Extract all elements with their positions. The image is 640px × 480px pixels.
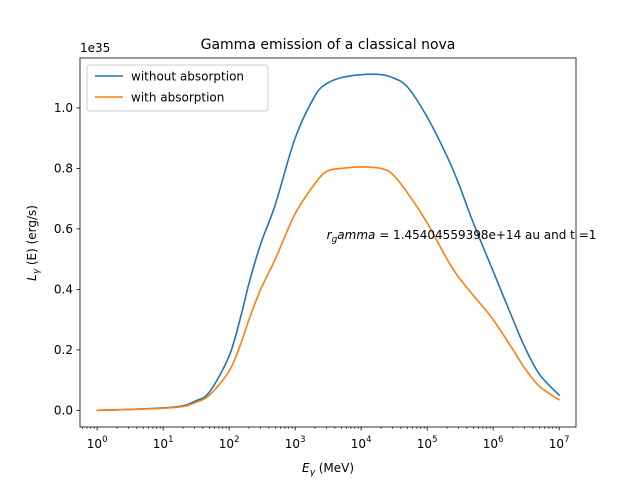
- y-axis-label-main: L: [25, 274, 39, 281]
- y-offset-label: 1e35: [80, 41, 110, 55]
- x-axis-label: Eγ (MeV): [302, 461, 354, 478]
- x-tick-label: 100: [87, 435, 108, 451]
- legend-label-without-absorption: without absorption: [131, 70, 244, 84]
- x-tick-label: 105: [417, 435, 438, 451]
- x-axis-label-main: E: [302, 461, 310, 475]
- annotation-prefix: r: [327, 228, 333, 242]
- x-tick-label: 103: [285, 435, 306, 451]
- x-axis-label-sub: γ: [310, 468, 316, 478]
- annotation-sub: g: [332, 235, 338, 245]
- series-line-with-absorption: [96, 166, 560, 412]
- x-axis-label-unit: (MeV): [315, 461, 354, 475]
- x-tick-label: 104: [351, 435, 372, 451]
- legend: without absorption with absorption: [86, 64, 269, 112]
- y-axis-label-sub: γ: [32, 268, 42, 274]
- y-tick-label: 1.0: [54, 101, 73, 115]
- legend-box: [86, 64, 269, 112]
- annotation-text: rgamma = 1.45404559398e+14 au and t =1: [327, 228, 597, 245]
- y-axis-label: Lγ (E) (erg/s): [25, 205, 42, 281]
- y-tick-label: 0.8: [54, 162, 73, 176]
- x-tick-label: 106: [483, 435, 504, 451]
- y-tick-label: 0.6: [54, 222, 73, 236]
- plot-frame: [79, 57, 577, 428]
- plot-area: [96, 73, 560, 412]
- chart-title: Gamma emission of a classical nova: [201, 37, 456, 53]
- y-tick-label: 0.0: [54, 404, 73, 418]
- y-tick-label: 0.4: [54, 283, 73, 297]
- x-tick-label: 101: [153, 435, 174, 451]
- axis-ticks: 100 101 102 103 104 105 106 107 0.0 0.2 0.4 0.6 0.8 1…: [54, 101, 570, 451]
- series-line-without-absorption: [96, 73, 560, 412]
- y-tick-label: 0.2: [54, 343, 73, 357]
- x-tick-label: 102: [219, 435, 240, 451]
- annotation-rest: = 1.45404559398e+14 au and t =1: [375, 228, 596, 242]
- y-axis-label-unit: (E) (erg/s): [25, 205, 39, 269]
- legend-label-with-absorption: with absorption: [131, 91, 224, 105]
- annotation-italic: amma: [337, 228, 375, 242]
- x-tick-label: 107: [549, 435, 570, 451]
